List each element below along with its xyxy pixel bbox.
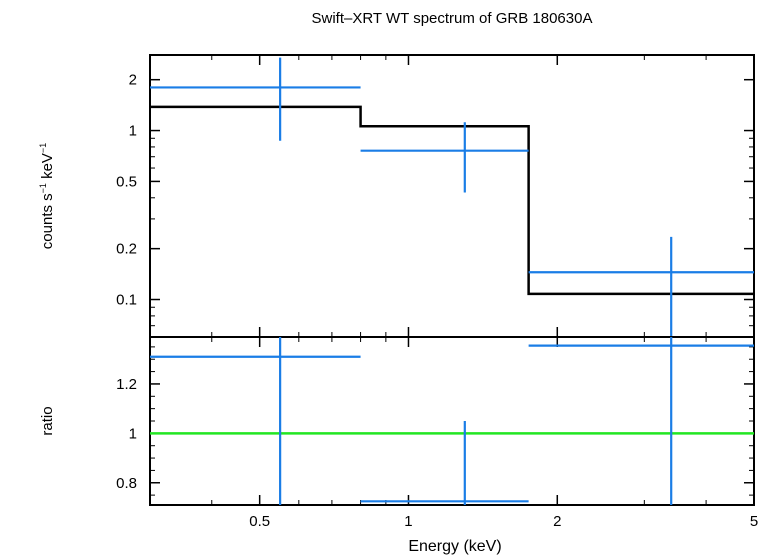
bottom-panel-ticks: 1.2 1 0.8	[116, 337, 755, 505]
y-axis-label-ratio: ratio	[39, 406, 56, 435]
chart-title: Swift–XRT WT spectrum of GRB 180630A	[312, 10, 593, 27]
x-axis-label: Energy (keV)	[408, 538, 501, 555]
y-tick-label: 1	[129, 123, 137, 140]
x-tick-label: 2	[553, 513, 561, 530]
data-point	[528, 337, 754, 505]
y-tick-label: 0.5	[116, 173, 137, 190]
bottom-panel-frame	[149, 336, 755, 506]
bottom-panel: 1.2 1 0.8 ratio	[39, 336, 755, 506]
y-tick-label: 1.2	[116, 376, 137, 393]
y-axis-label-counts: counts s−1 keV−1	[38, 143, 56, 249]
y-tick-label: 0.2	[116, 241, 137, 258]
data-point	[150, 337, 361, 505]
data-point	[360, 122, 529, 193]
ratio-points	[150, 337, 754, 505]
model-step-line	[150, 105, 754, 296]
data-point	[150, 57, 361, 141]
data-points	[150, 57, 754, 337]
top-panel: 2 1 0.5 0.2 0.1 counts s−1 keV−1	[38, 54, 755, 338]
model-curve	[150, 105, 754, 296]
x-tick-labels: 0.5 1 2 5	[249, 513, 758, 530]
data-point	[528, 236, 754, 337]
y-tick-label: 0.1	[116, 292, 137, 309]
x-tick-label: 1	[404, 513, 412, 530]
y-tick-label: 2	[129, 72, 137, 89]
y-tick-label: 1	[129, 425, 137, 442]
data-point	[360, 421, 529, 505]
top-panel-ticks: 2 1 0.5 0.2 0.1	[116, 55, 755, 337]
y-tick-label: 0.8	[116, 475, 137, 492]
x-tick-label: 0.5	[249, 513, 270, 530]
x-tick-label: 5	[750, 513, 758, 530]
